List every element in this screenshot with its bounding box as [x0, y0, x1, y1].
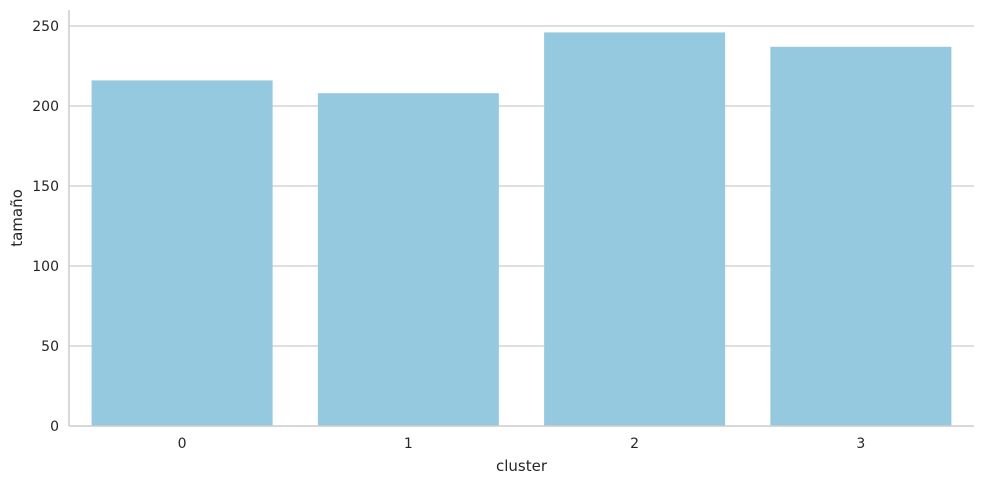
x-tick-label-2: 2 [630, 436, 639, 452]
y-tick-label-100: 100 [32, 259, 59, 275]
x-tick-label-1: 1 [404, 436, 413, 452]
bar-cluster-3 [770, 46, 952, 427]
bars-layer [91, 32, 952, 427]
labels-layer: 0 50 100 150 200 250 0 1 2 3 [32, 19, 865, 452]
bar-cluster-1 [317, 93, 499, 426]
x-axis-label: cluster [496, 457, 548, 475]
bar-cluster-0 [91, 80, 273, 427]
x-tick-label-3: 3 [856, 436, 865, 452]
bar-cluster-2 [544, 32, 726, 427]
y-tick-label-250: 250 [32, 19, 59, 35]
y-tick-label-50: 50 [41, 339, 59, 355]
y-tick-label-0: 0 [50, 419, 59, 435]
x-tick-label-0: 0 [178, 436, 187, 452]
axes-layer [68, 10, 974, 427]
y-tick-label-150: 150 [32, 179, 59, 195]
y-tick-label-200: 200 [32, 99, 59, 115]
y-axis-label: tamaño [8, 189, 26, 247]
